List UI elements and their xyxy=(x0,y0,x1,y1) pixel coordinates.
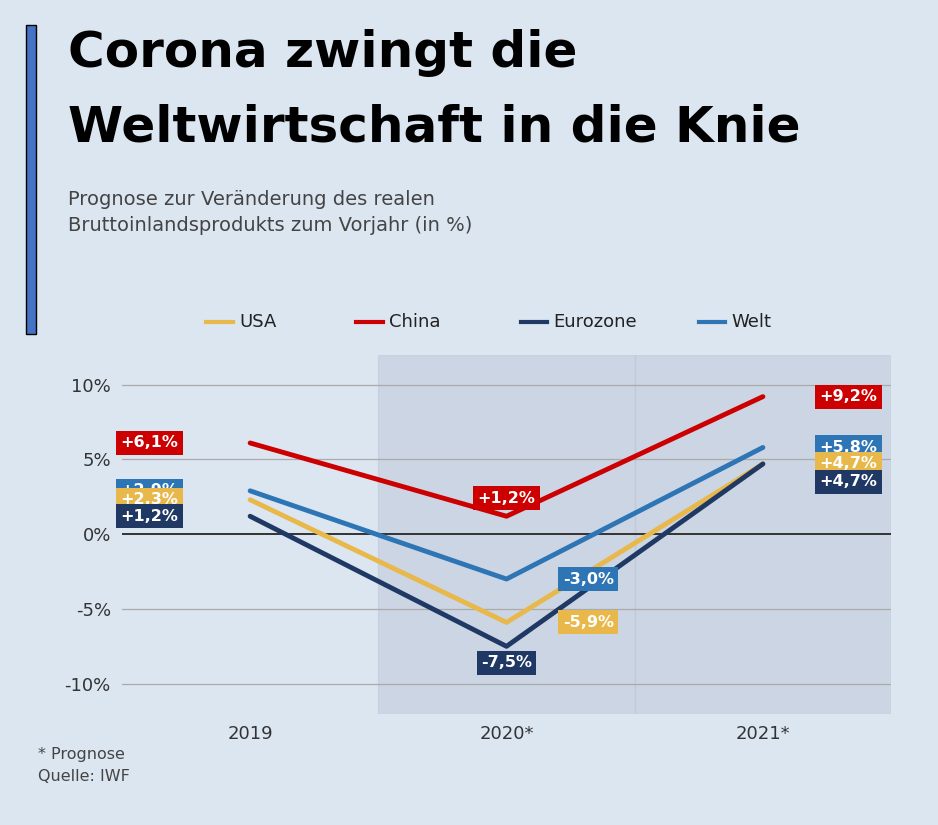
Text: +4,7%: +4,7% xyxy=(819,474,877,489)
Text: -5,9%: -5,9% xyxy=(563,615,614,630)
Text: -7,5%: -7,5% xyxy=(481,655,532,670)
Text: +9,2%: +9,2% xyxy=(819,389,877,404)
Bar xyxy=(635,355,891,714)
Text: USA: USA xyxy=(239,313,277,331)
Text: Welt: Welt xyxy=(732,313,772,331)
Text: Weltwirtschaft in die Knie: Weltwirtschaft in die Knie xyxy=(68,103,800,151)
Text: China: China xyxy=(389,313,441,331)
Text: +4,7%: +4,7% xyxy=(819,456,877,471)
Bar xyxy=(378,355,635,714)
Text: Eurozone: Eurozone xyxy=(553,313,637,331)
Text: +1,2%: +1,2% xyxy=(120,509,178,524)
Text: Corona zwingt die: Corona zwingt die xyxy=(68,29,577,77)
Text: +2,3%: +2,3% xyxy=(120,493,178,507)
Text: * Prognose
Quelle: IWF: * Prognose Quelle: IWF xyxy=(38,747,129,784)
Text: Prognose zur Veränderung des realen
Bruttoinlandsprodukts zum Vorjahr (in %): Prognose zur Veränderung des realen Brut… xyxy=(68,190,472,235)
Text: +2,9%: +2,9% xyxy=(120,483,178,498)
Text: -3,0%: -3,0% xyxy=(563,572,614,587)
Text: +1,2%: +1,2% xyxy=(477,491,536,506)
Text: +6,1%: +6,1% xyxy=(120,436,178,450)
Text: +5,8%: +5,8% xyxy=(819,440,877,455)
